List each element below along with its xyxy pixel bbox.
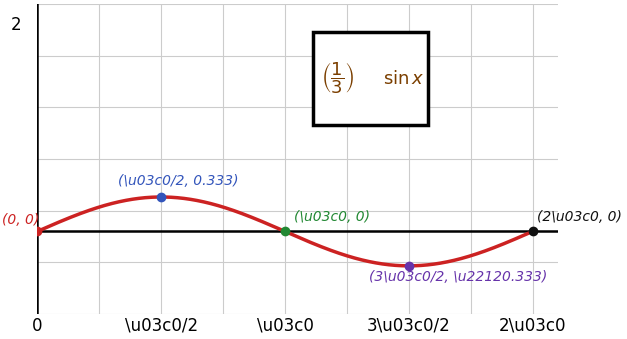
Text: (\u03c0/2, 0.333): (\u03c0/2, 0.333) xyxy=(118,174,238,187)
Text: $\left(\dfrac{1}{3}\right)$: $\left(\dfrac{1}{3}\right)$ xyxy=(321,61,354,96)
Text: $\sin x$: $\sin x$ xyxy=(382,69,424,87)
Text: (3\u03c0/2, \u22120.333): (3\u03c0/2, \u22120.333) xyxy=(369,270,547,284)
Text: (\u03c0, 0): (\u03c0, 0) xyxy=(295,210,371,224)
Text: 2: 2 xyxy=(11,16,22,34)
Text: (0, 0): (0, 0) xyxy=(2,213,39,227)
FancyBboxPatch shape xyxy=(313,32,428,125)
Text: (2\u03c0, 0): (2\u03c0, 0) xyxy=(537,210,621,224)
